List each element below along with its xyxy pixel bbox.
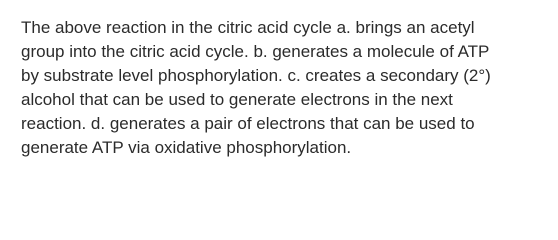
- question-text: The above reaction in the citric acid cy…: [21, 18, 491, 157]
- text-line: generate ATP via oxidative phosphorylati…: [21, 138, 352, 157]
- text-line: by substrate level phosphorylation. c. c…: [21, 66, 491, 85]
- text-line: alcohol that can be used to generate ele…: [21, 90, 453, 109]
- text-line: group into the citric acid cycle. b. gen…: [21, 42, 490, 61]
- text-line: reaction. d. generates a pair of electro…: [21, 114, 475, 133]
- text-line: The above reaction in the citric acid cy…: [21, 18, 475, 37]
